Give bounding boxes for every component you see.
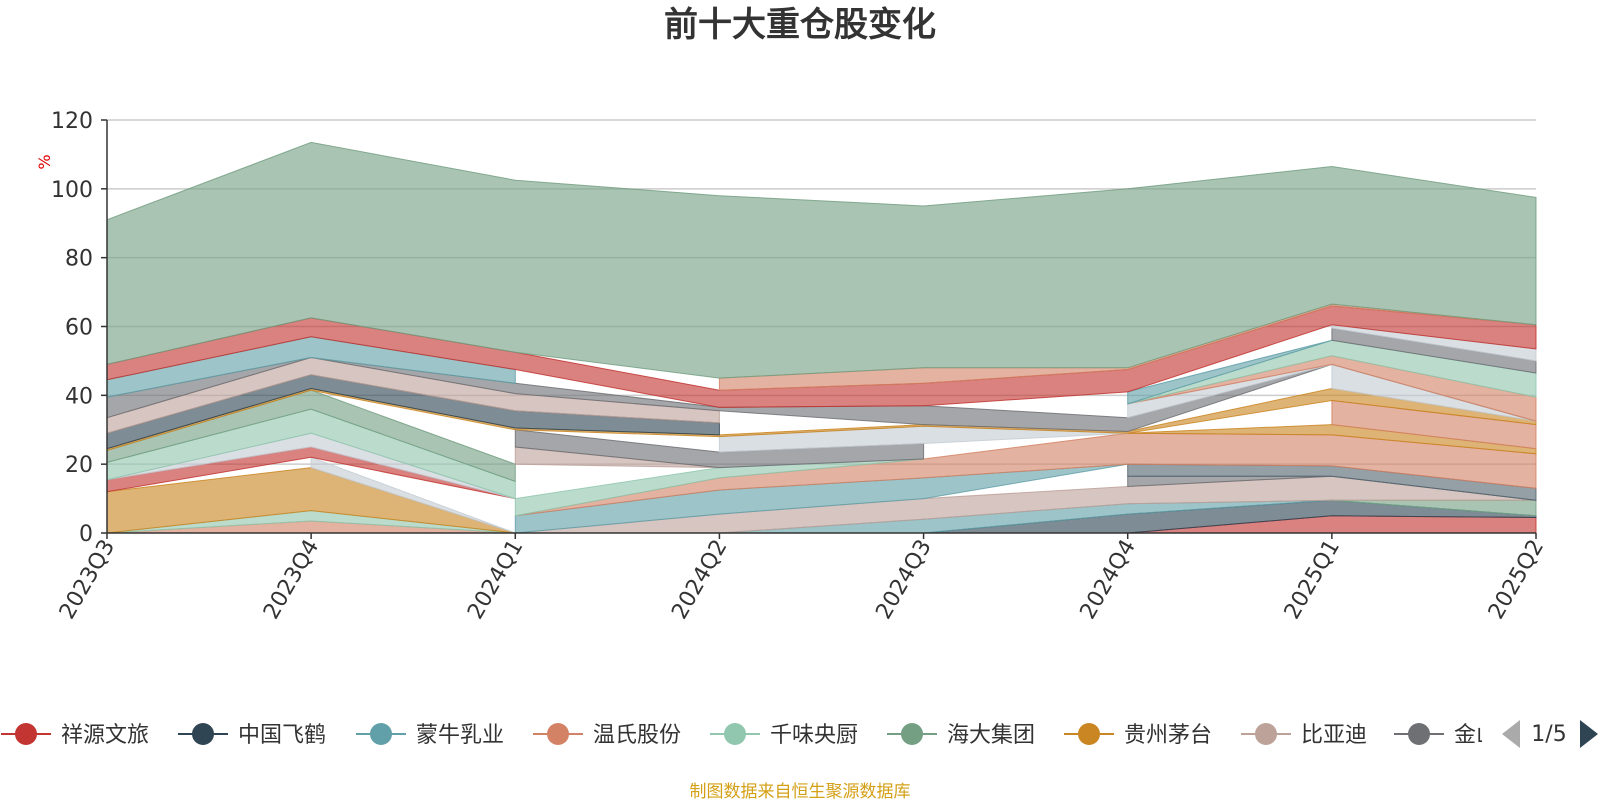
x-tick-label: 2025Q1 bbox=[1280, 536, 1345, 624]
x-tick-label: 2024Q4 bbox=[1076, 536, 1141, 624]
legend-label: 海大集团 bbox=[947, 723, 1035, 748]
legend-marker bbox=[15, 723, 37, 745]
x-tick-label: 2025Q2 bbox=[1484, 536, 1549, 624]
legend-marker bbox=[547, 723, 569, 745]
y-tick-label: 120 bbox=[51, 109, 93, 134]
legend-marker bbox=[901, 723, 923, 745]
legend-next-page-icon[interactable] bbox=[1580, 720, 1598, 748]
area-其他 bbox=[106, 141, 1537, 379]
legend-label: 祥源文旅 bbox=[61, 723, 149, 748]
legend-page-indicator: 1/5 bbox=[1531, 722, 1566, 747]
area-药明康德 bbox=[1127, 339, 1333, 405]
data-source-footer: 制图数据来自恒生聚源数据库 bbox=[690, 782, 911, 800]
y-tick-label: 100 bbox=[51, 178, 93, 203]
area-五粮液 bbox=[514, 458, 924, 517]
y-axis-labels: 0 20 40 60 80 100 120 bbox=[51, 109, 107, 547]
legend-marker bbox=[1255, 723, 1277, 745]
legend-label: 蒙牛乳业 bbox=[416, 723, 504, 748]
y-tick-label: 0 bbox=[79, 522, 93, 547]
legend-item-金山办公[interactable]: 金山办公 bbox=[1394, 723, 1542, 748]
legend-marker bbox=[370, 723, 392, 745]
x-axis-labels: 2023Q3 2023Q4 2024Q1 2024Q2 2024Q3 2024Q4 2025… bbox=[55, 533, 1549, 624]
legend-label: 千味央厨 bbox=[770, 723, 858, 748]
legend-marker bbox=[192, 723, 214, 745]
legend[interactable]: 祥源文旅 中国飞鹤 蒙牛乳业 温氏股份 千味央厨 海大集团 贵州茅台 比亚迪 金山办公 bbox=[1, 723, 1542, 748]
legend-item-蒙牛乳业[interactable]: 蒙牛乳业 bbox=[356, 723, 504, 748]
legend-prev-page-icon[interactable] bbox=[1502, 720, 1520, 748]
chart-title: 前十大重仓股变化 bbox=[664, 5, 936, 45]
legend-item-比亚迪[interactable]: 比亚迪 bbox=[1241, 723, 1367, 748]
x-tick-label: 2023Q3 bbox=[55, 536, 120, 624]
legend-marker bbox=[724, 723, 746, 745]
y-tick-label: 60 bbox=[65, 316, 93, 341]
legend-label: 中国飞鹤 bbox=[238, 723, 326, 748]
y-tick-label: 40 bbox=[65, 384, 93, 409]
y-tick-label: 80 bbox=[65, 247, 93, 272]
legend-label: 温氏股份 bbox=[593, 723, 681, 748]
y-tick-label: 20 bbox=[65, 453, 93, 478]
legend-marker bbox=[1078, 723, 1100, 745]
x-tick-label: 2024Q3 bbox=[871, 536, 936, 624]
x-tick-label: 2024Q1 bbox=[463, 536, 528, 624]
legend-label: 金山办公 bbox=[1454, 723, 1542, 748]
legend-item-中国飞鹤[interactable]: 中国飞鹤 bbox=[178, 723, 326, 748]
y-axis-unit: % bbox=[35, 154, 54, 169]
x-tick-label: 2023Q4 bbox=[259, 536, 324, 624]
legend-item-海大集团[interactable]: 海大集团 bbox=[887, 723, 1035, 748]
x-tick-label: 2024Q2 bbox=[667, 536, 732, 624]
legend-marker bbox=[1408, 723, 1430, 745]
area-腾讯控股 bbox=[310, 456, 516, 534]
legend-label: 贵州茅台 bbox=[1124, 723, 1212, 748]
area-恒瑞医药 bbox=[1127, 424, 1537, 455]
legend-label: 比亚迪 bbox=[1301, 723, 1367, 748]
series-areas bbox=[106, 141, 1537, 534]
legend-item-温氏股份[interactable]: 温氏股份 bbox=[533, 723, 681, 748]
legend-item-祥源文旅[interactable]: 祥源文旅 bbox=[1, 723, 149, 748]
legend-item-贵州茅台[interactable]: 贵州茅台 bbox=[1064, 723, 1212, 748]
legend-item-千味央厨[interactable]: 千味央厨 bbox=[710, 723, 858, 748]
